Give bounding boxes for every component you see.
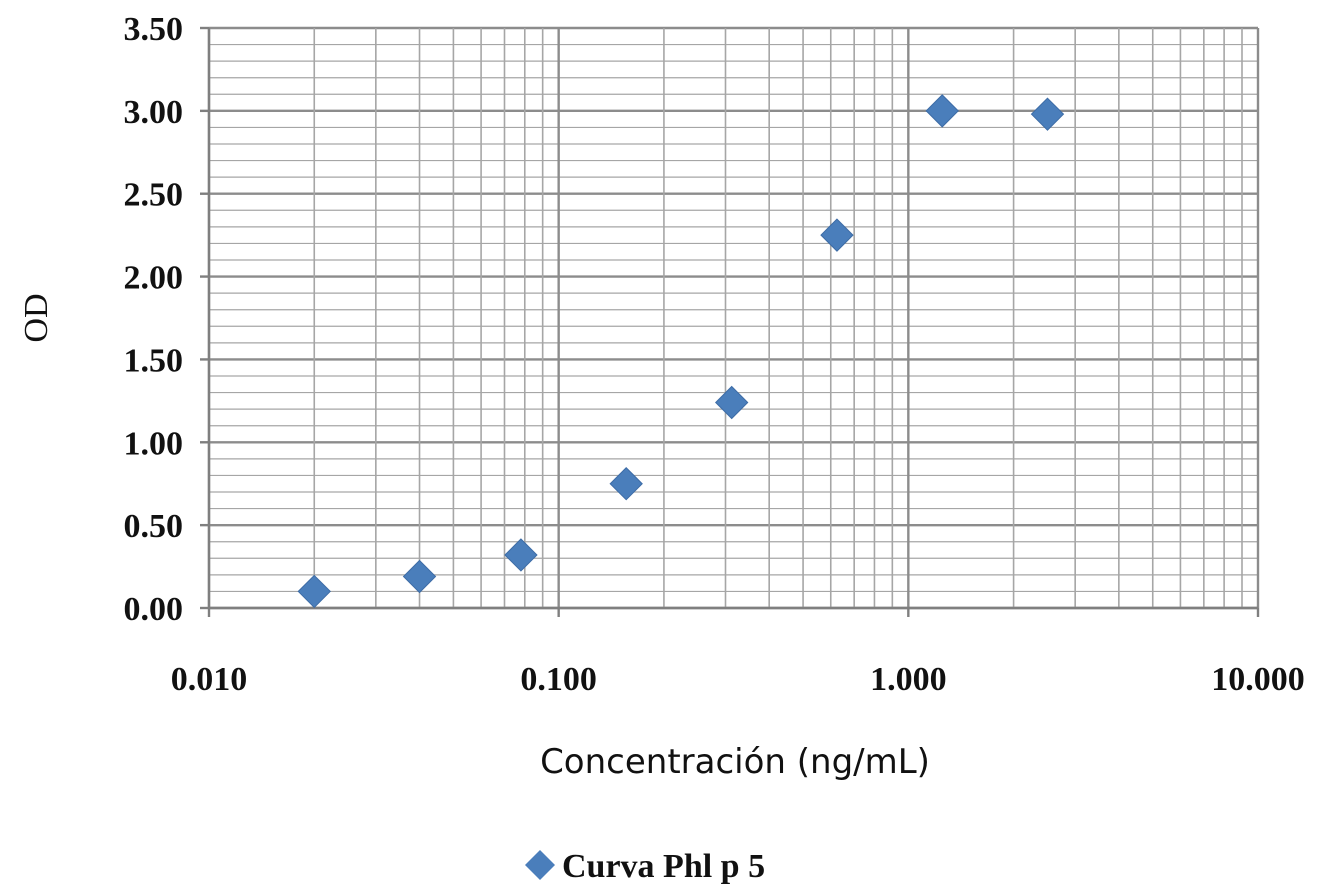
y-tick-label: 2.00 bbox=[124, 260, 184, 297]
data-point bbox=[402, 559, 437, 594]
y-axis-title: OD bbox=[18, 293, 55, 342]
plot-area bbox=[209, 28, 1258, 608]
axes bbox=[207, 28, 1258, 610]
legend-label: Curva Phl p 5 bbox=[562, 848, 765, 885]
y-tick-label: 0.00 bbox=[124, 591, 184, 628]
legend: Curva Phl p 5 bbox=[525, 848, 765, 885]
plot-background bbox=[209, 28, 1258, 608]
y-tick-labels: 0.00 0.50 1.00 1.50 2.00 2.50 3.00 3.50 bbox=[124, 11, 209, 628]
y-tick-label: 2.50 bbox=[124, 177, 184, 214]
legend-marker-diamond-icon bbox=[525, 850, 555, 880]
data-point bbox=[297, 574, 331, 609]
y-tick-label: 1.50 bbox=[124, 342, 184, 379]
x-axis-title: Concentración (ng/mL) bbox=[540, 742, 930, 782]
data-point bbox=[820, 218, 854, 252]
data-point bbox=[714, 385, 749, 420]
x-tick-labels: 0.010 0.100 1.000 10.000 bbox=[171, 608, 1305, 698]
x-tick-label: 10.000 bbox=[1211, 661, 1305, 698]
data-point bbox=[504, 538, 538, 572]
y-tick-label: 0.50 bbox=[124, 508, 184, 545]
y-tick-label: 3.00 bbox=[124, 94, 184, 131]
x-tick-label: 0.010 bbox=[171, 661, 248, 698]
data-point bbox=[1030, 97, 1065, 131]
x-tick-label: 0.100 bbox=[520, 661, 597, 698]
data-point bbox=[609, 467, 643, 501]
y-tick-label: 1.00 bbox=[124, 425, 184, 462]
data-points bbox=[297, 94, 1065, 609]
x-tick-label: 1.000 bbox=[870, 661, 947, 698]
y-tick-label: 3.50 bbox=[124, 11, 184, 48]
data-point bbox=[925, 94, 959, 128]
